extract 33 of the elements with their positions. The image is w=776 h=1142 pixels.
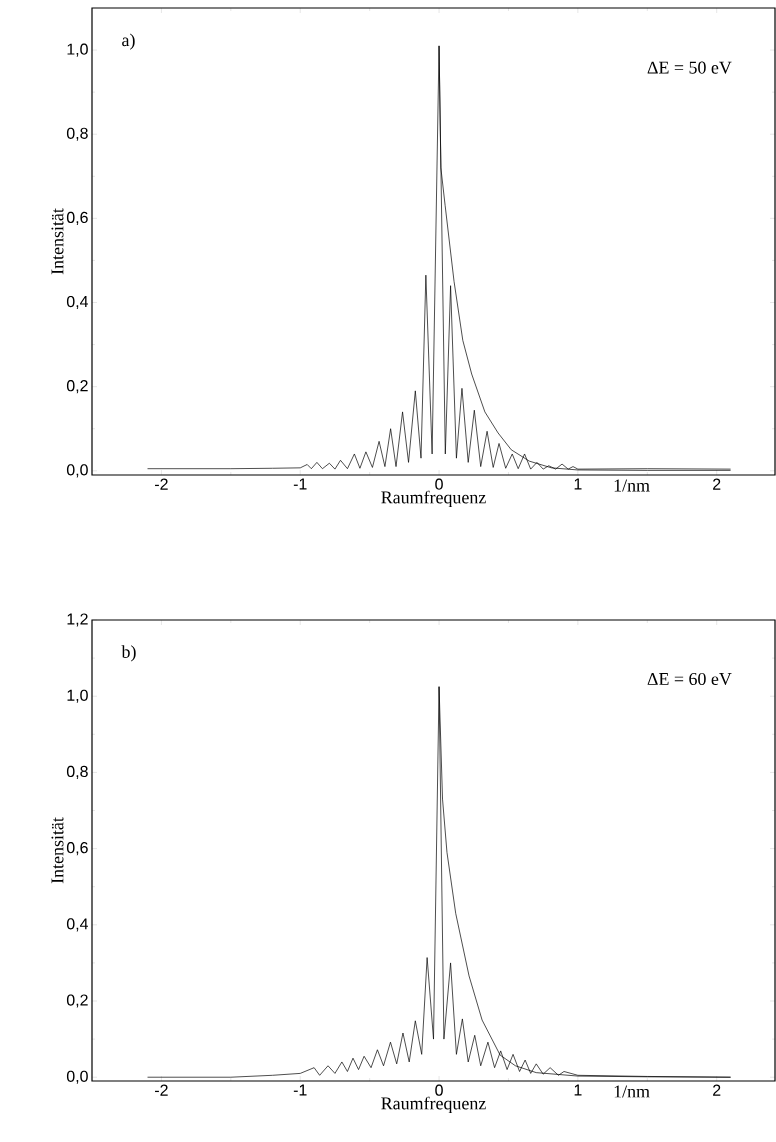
y-tick-label: 1,0 [67,43,88,57]
x-tick-label: -1 [293,1084,307,1096]
y-tick-label: 0,6 [66,211,88,225]
y-axis-title: Intensität [51,208,64,275]
y-tick-label: 0,8 [66,765,88,779]
y-tick-label: 0,0 [66,464,88,478]
x-tick-label: 2 [713,478,721,490]
y-tick-label: 0,0 [66,1070,88,1084]
x-tick-label: -2 [155,478,168,490]
x-tick-label: 1 [574,1084,582,1096]
annotation: ΔE = 50 eV [647,61,732,74]
y-tick-label: 0,4 [66,918,89,932]
x-tick-label: 0 [435,1084,443,1096]
x-axis-title: Raumfrequenz [381,490,486,508]
annotation: ΔE = 60 eV [647,672,732,686]
x-tick-label: -2 [155,1084,168,1096]
y-axis-title: Intensität [51,817,64,884]
y-tick-label: 1,2 [67,613,88,627]
x-axis-title: Raumfrequenz [381,1096,486,1114]
y-tick-label: 0,4 [66,295,89,310]
y-tick-label: 1,0 [67,689,88,703]
x-tick-label: 2 [713,1084,721,1096]
y-tick-label: 0,2 [66,380,88,394]
annotation: a) [122,33,135,50]
text: 1/nm [614,1085,650,1098]
y-tick-label: 0,6 [66,842,88,856]
x-tick-label: 0 [435,478,443,490]
annotation: b) [121,645,136,662]
text: 1/nm [614,479,650,492]
y-tick-label: 0,2 [66,994,88,1008]
y-tick-label: 0,8 [66,127,88,141]
x-tick-label: -1 [293,478,307,490]
x-tick-label: 1 [574,478,582,490]
